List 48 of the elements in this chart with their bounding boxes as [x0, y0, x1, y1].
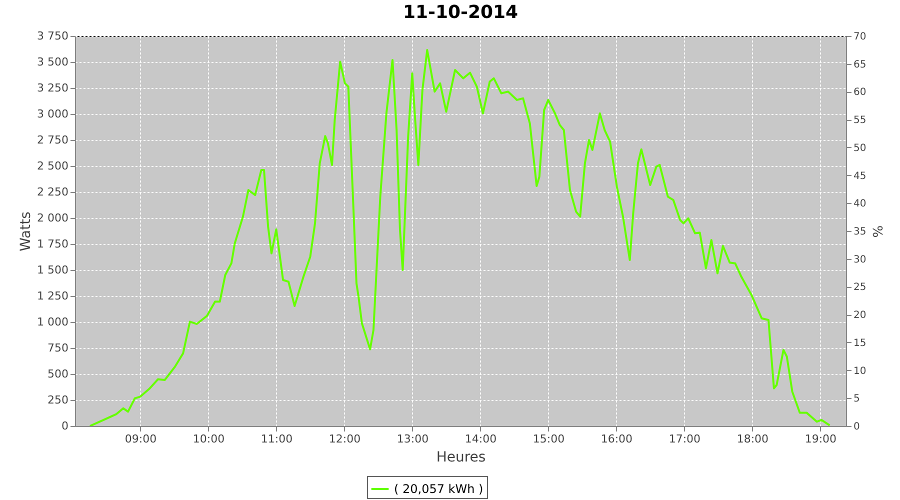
y-tick-label: 250 [48, 394, 68, 406]
x-axis-title: Heures [436, 450, 486, 466]
y-tick-label: 500 [48, 368, 68, 380]
y2-tick-label: 50 [854, 142, 866, 154]
y-tick-label: 1 500 [37, 264, 68, 276]
y2-tick-label: 60 [854, 87, 866, 98]
y-tick-label: 3 500 [37, 56, 68, 68]
x-tick-label: 13:00 [396, 432, 429, 446]
y2-tick-label: 5 [854, 394, 860, 405]
y-tick-label: 2 000 [37, 212, 68, 224]
y2-tick-label: 65 [854, 59, 866, 70]
y2-tick-label: 0 [854, 422, 860, 432]
y-tick-label: 3 000 [37, 108, 68, 120]
y-tick-label: 3 750 [37, 30, 68, 42]
y2-tick-label: 35 [854, 226, 866, 238]
y2-tick-label: 15 [854, 338, 866, 349]
x-tick-label: 18:00 [736, 432, 769, 446]
y2-axis-title: % [869, 225, 884, 238]
y2-tick-label: 20 [854, 310, 866, 322]
y2-tick-label: 45 [854, 170, 866, 182]
y2-tick-label: 70 [854, 32, 866, 42]
x-tick-label: 17:00 [668, 432, 701, 446]
y-tick-label: 0 [62, 420, 68, 432]
x-tick-label: 15:00 [532, 432, 565, 446]
y2-tick-label: 30 [854, 254, 866, 266]
y2-tick-label: 25 [854, 282, 866, 294]
y-tick-label: 2 750 [37, 134, 68, 146]
y-tick-label: 2 500 [37, 160, 68, 172]
x-tick-label: 16:00 [600, 432, 633, 446]
y2-tick-label: 40 [854, 198, 866, 210]
y-tick-label: 1 000 [37, 316, 68, 328]
y-tick-label: 1 750 [37, 238, 68, 250]
y2-tick-label: 10 [854, 366, 866, 377]
y-tick-label: 1 250 [37, 290, 68, 302]
line-series [88, 49, 831, 426]
legend-label: ( 20,057 kWh ) [394, 482, 484, 496]
x-tick-label: 09:00 [124, 432, 157, 446]
x-tick-label: 12:00 [328, 432, 361, 446]
x-tick-label: 14:00 [464, 432, 497, 446]
chart-title: 11-10-2014 [402, 2, 518, 23]
x-tick-label: 19:00 [804, 432, 837, 446]
y-tick-label: 3 250 [37, 82, 68, 94]
x-tick-label: 10:00 [192, 432, 225, 446]
x-tick-label: 11:00 [260, 432, 293, 446]
y-tick-label: 2 250 [37, 186, 68, 198]
y2-tick-label: 55 [854, 115, 866, 126]
y-axis-title: Watts [18, 212, 34, 252]
y-tick-label: 750 [48, 342, 68, 354]
